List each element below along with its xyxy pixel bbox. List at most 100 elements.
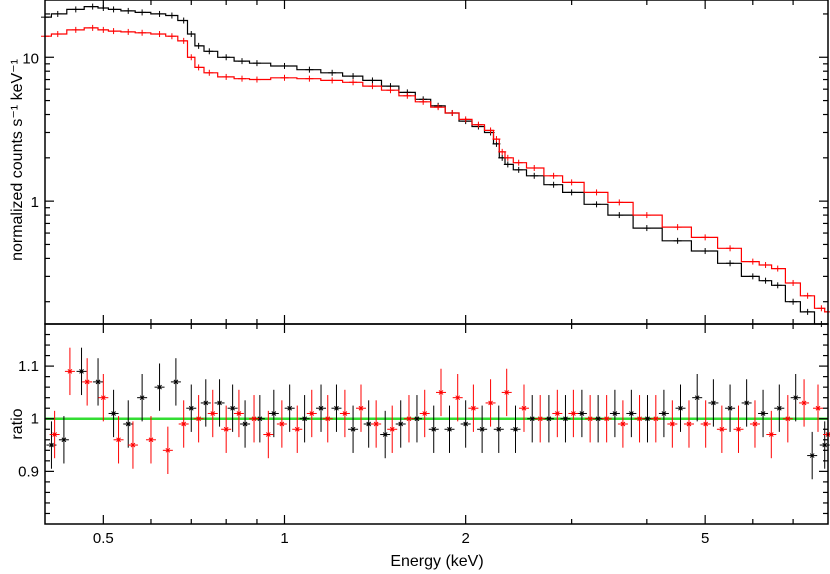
ratio-point-black <box>240 400 251 448</box>
spectrum-point-red <box>205 69 214 76</box>
ratio-point-star <box>389 426 395 432</box>
ratio-point-red <box>49 410 60 459</box>
spectrum-point-red <box>592 189 601 196</box>
spectrum-point-red <box>187 54 196 61</box>
ratio-point-red <box>782 395 793 443</box>
ratio-point-star <box>752 421 758 427</box>
ratio-point-black <box>493 405 504 453</box>
spectrum-point-black <box>88 3 97 10</box>
spectrum-point-black <box>761 277 770 284</box>
spectrum-point-red <box>773 265 782 272</box>
spectrum-series <box>41 3 830 327</box>
ratio-point-star <box>382 432 388 437</box>
ratio-point-star <box>139 395 145 401</box>
spectrum-ticks <box>45 0 828 324</box>
ratio-plot-frame <box>44 323 829 525</box>
ratio-point-star <box>822 442 828 448</box>
ratio-point-red <box>387 405 398 453</box>
ratio-point-red <box>501 368 512 417</box>
ratio-point-star <box>279 421 285 427</box>
ratio-point-star <box>52 432 57 437</box>
spectrum-point-red <box>109 28 118 35</box>
ratio-point-star <box>95 379 101 385</box>
spectrum-point-black <box>194 42 203 49</box>
ratio-point-red <box>193 395 204 443</box>
ratio-point-black <box>774 384 785 432</box>
ratio-series <box>46 347 830 480</box>
ratio-point-star <box>628 411 634 416</box>
spectrum-point-black <box>53 10 62 17</box>
ratio-point-star <box>637 416 642 422</box>
ratio-point-star <box>711 400 716 406</box>
spectrum-point-black <box>328 69 337 76</box>
ratio-point-star <box>669 421 675 427</box>
ratio-point-star <box>620 421 626 427</box>
ratio-point-star <box>350 426 356 432</box>
ratio-point-star <box>513 426 518 432</box>
ratio-point-red <box>403 395 414 443</box>
ratio-point-black <box>170 358 181 406</box>
ratio-point-red <box>518 384 529 432</box>
ratio-point-red <box>292 405 303 453</box>
spectrum-point-red <box>179 37 188 44</box>
ratio-tick-labels: 0.9 1 1.1 0.5 1 2 5 <box>18 358 709 547</box>
spectrum-point-red <box>567 179 576 186</box>
ratio-point-black <box>137 374 148 422</box>
ratio-point-black <box>626 389 637 438</box>
ratio-point-black <box>331 384 342 432</box>
ratio-point-red <box>617 400 628 448</box>
ratio-point-red <box>221 405 232 453</box>
spectrum-point-black <box>567 189 576 196</box>
ratio-point-star <box>130 442 136 448</box>
spectrum-point-black <box>305 66 314 73</box>
ratio-point-star <box>334 405 339 411</box>
ratio-point-star <box>111 411 116 416</box>
ratio-point-red <box>601 395 612 443</box>
spectrum-panel: 1 10 normalized counts s⁻¹ keV⁻¹ <box>9 0 830 327</box>
ratio-point-black <box>227 384 238 432</box>
ratio-point-red <box>82 358 93 406</box>
ratio-point-red <box>339 389 350 438</box>
ratio-point-star <box>686 421 692 427</box>
ratio-point-red <box>813 384 824 432</box>
ratio-point-star <box>165 447 171 453</box>
ratio-point-black <box>58 416 69 464</box>
spectrum-point-red <box>238 75 247 82</box>
ratio-point-black <box>254 395 265 443</box>
spectrum-point-black <box>748 273 757 280</box>
ratio-point-star <box>815 405 821 411</box>
spectrum-point-black <box>252 60 261 67</box>
ratio-point-star <box>287 405 293 411</box>
ratio-point-star <box>604 416 610 422</box>
ratio-point-star <box>84 379 90 385</box>
ratio-point-red <box>127 421 138 469</box>
ratio-panel: 0.9 1 1.1 0.5 1 2 5 ratio Energy (keV) <box>9 323 830 570</box>
ratio-point-black <box>510 405 521 453</box>
ratio-point-star <box>148 437 154 443</box>
ratio-point-red <box>64 347 75 396</box>
spectrum-point-red <box>486 127 495 134</box>
spectrum-point-red <box>726 245 735 252</box>
ratio-point-black <box>609 389 620 438</box>
ratio-point-star <box>342 411 348 416</box>
ratio-point-star <box>479 426 485 432</box>
ratio-point-black <box>154 363 165 411</box>
spectrum-point-red <box>789 279 798 286</box>
ratio-point-black <box>807 431 818 480</box>
ratio-point-star <box>49 442 54 448</box>
spectrum-point-red <box>71 26 80 33</box>
ratio-point-star <box>571 411 576 416</box>
spectrum-point-black <box>642 225 651 232</box>
ratio-y-tick-label: 1.1 <box>18 358 39 375</box>
ratio-point-black <box>477 405 488 453</box>
spectrum-point-red <box>328 77 337 84</box>
ratio-point-black <box>123 400 134 448</box>
ratio-point-star <box>496 426 502 432</box>
ratio-point-red <box>585 395 596 443</box>
ratio-point-star <box>776 405 782 411</box>
spectrum-point-black <box>503 161 512 168</box>
ratio-point-red <box>306 389 317 438</box>
ratio-point-star <box>431 426 437 432</box>
ratio-point-red <box>276 400 287 448</box>
ratio-point-star <box>529 416 535 422</box>
